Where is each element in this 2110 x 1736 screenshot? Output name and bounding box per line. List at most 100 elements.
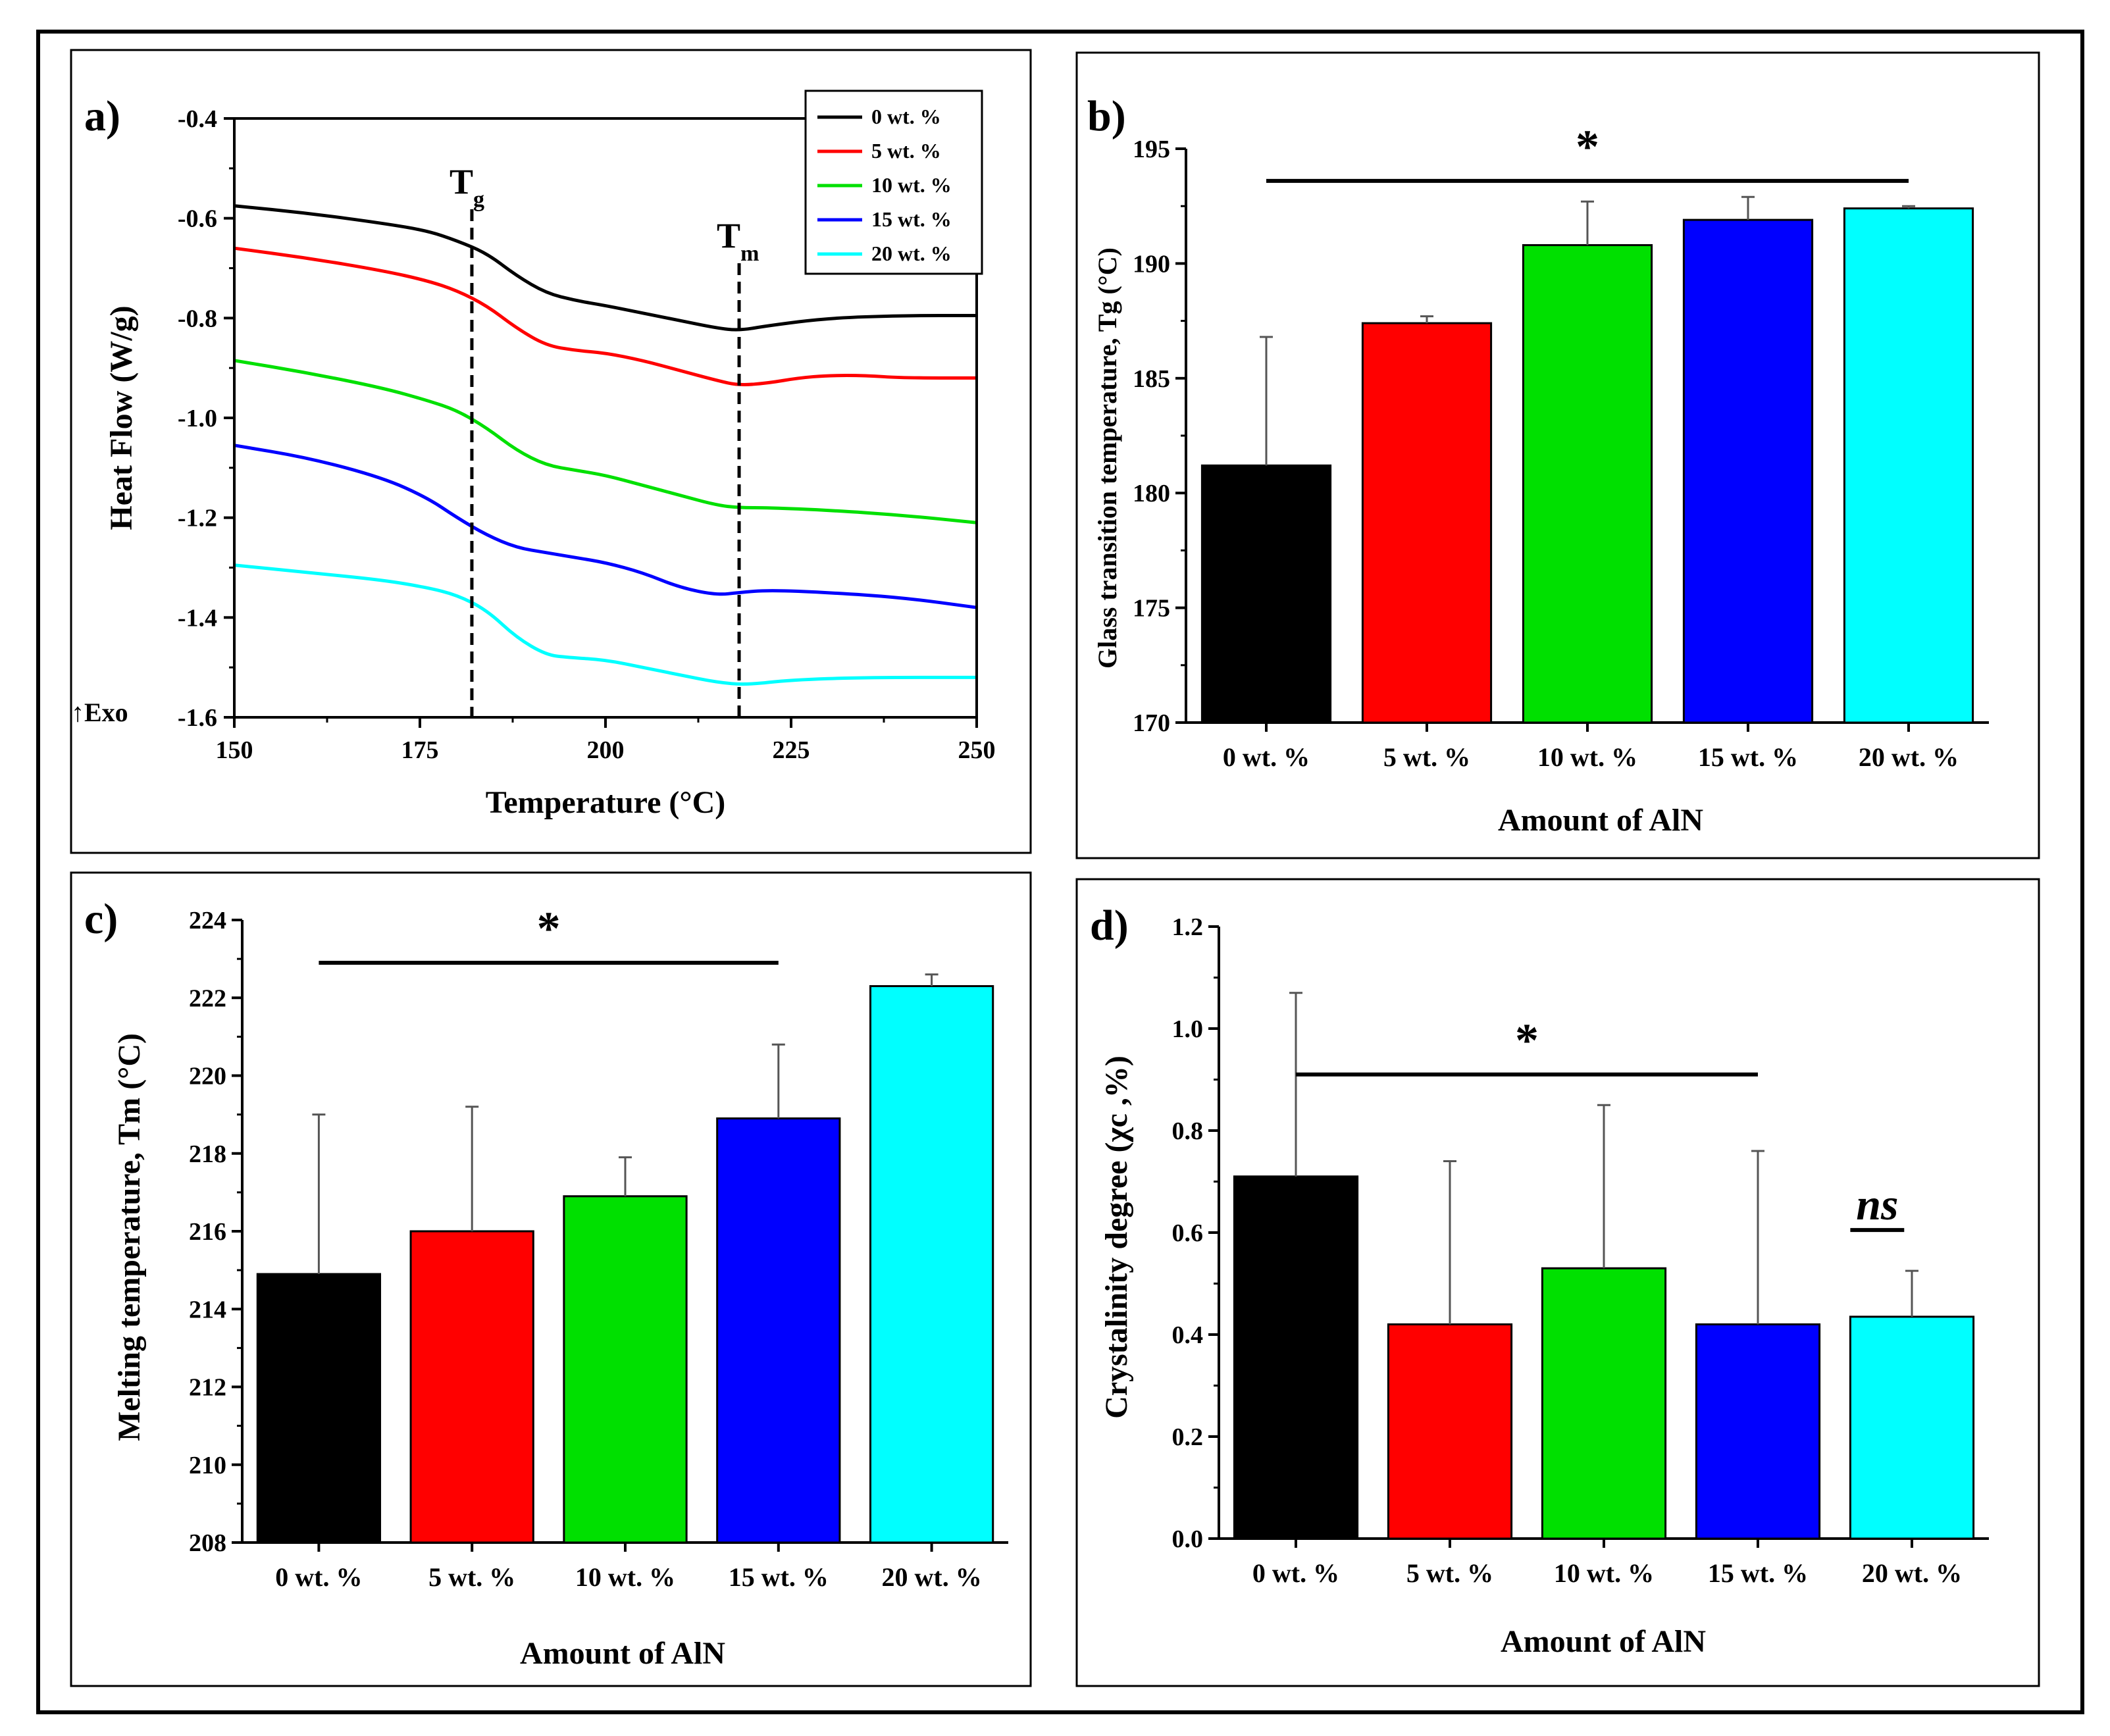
category-label: 15 wt. % xyxy=(729,1562,829,1592)
panel-b-bars xyxy=(1200,195,1974,732)
exo-indicator: ↑Exo xyxy=(71,698,128,727)
y-tick-label: 0.8 xyxy=(1172,1117,1204,1145)
panel-a-y-ticks: -1.6 -1.4 -1.2 -1.0 -0.8 -0.6 -0.4 xyxy=(178,105,234,732)
panel-c-label: c) xyxy=(84,895,118,943)
bar-2 xyxy=(1522,243,1653,724)
category-label: 20 wt. % xyxy=(881,1562,981,1592)
panel-b-frame xyxy=(1075,51,2040,859)
y-tick-label: 208 xyxy=(189,1529,226,1557)
category-label: 0 wt. % xyxy=(275,1562,362,1592)
series-line-2 xyxy=(234,359,977,524)
x-tick-label: 250 xyxy=(958,736,996,764)
y-tick-label: 212 xyxy=(189,1374,226,1402)
y-tick-label: 190 xyxy=(1133,250,1170,278)
panel-b-label: b) xyxy=(1087,92,1126,140)
bar-1 xyxy=(409,1230,534,1544)
panel-c: c) 208 210 212 214 216 218 220 222 224 0 wt. % 5 … xyxy=(84,895,1008,1671)
panel-c-category-labels: 0 wt. % 5 wt. % 10 wt. % 15 wt. % 20 wt. % xyxy=(275,1562,981,1592)
y-tick-label: 224 xyxy=(189,907,226,934)
bar-3 xyxy=(1695,1323,1821,1540)
panel-a-y-axis-label: Heat Flow (W/g) xyxy=(104,305,139,530)
panel-a-series-lines xyxy=(234,204,977,686)
panel-b-significance: * xyxy=(1266,120,1909,183)
category-label: 10 wt. % xyxy=(1554,1558,1654,1588)
y-tick-label: -1.0 xyxy=(178,405,217,432)
panel-b-x-axis-label: Amount of AlN xyxy=(1498,803,1703,838)
panel-c-significance: * xyxy=(319,902,779,965)
panel-d-bars xyxy=(1233,992,1975,1548)
y-tick-label: 170 xyxy=(1133,709,1170,737)
y-tick-label: -1.4 xyxy=(178,604,217,632)
y-tick-label: 0.2 xyxy=(1172,1423,1204,1451)
category-label: 10 wt. % xyxy=(575,1562,675,1592)
y-tick-label: 0.6 xyxy=(1172,1219,1204,1247)
panel-a-plot-frame xyxy=(233,117,978,719)
series-line-3 xyxy=(234,444,977,609)
significance-star: * xyxy=(1576,120,1599,173)
y-tick-label: 218 xyxy=(189,1140,226,1168)
panel-d-x-axis-label: Amount of AlN xyxy=(1501,1624,1706,1659)
y-tick-label: 222 xyxy=(189,984,226,1012)
y-tick-label: 175 xyxy=(1133,595,1170,623)
bar-3 xyxy=(1682,218,1814,724)
legend-label: 10 wt. % xyxy=(871,173,952,197)
panel-b-category-labels: 0 wt. % 5 wt. % 10 wt. % 15 wt. % 20 wt. % xyxy=(1223,742,1959,772)
panel-d-category-labels: 0 wt. % 5 wt. % 10 wt. % 15 wt. % 20 wt. % xyxy=(1252,1558,1962,1588)
panel-a-x-axis-label: Temperature (°C) xyxy=(486,785,725,820)
y-tick-label: -0.4 xyxy=(178,105,217,133)
y-tick-label: -1.6 xyxy=(178,704,217,732)
y-tick-label: 195 xyxy=(1133,136,1170,163)
panel-b-y-axis-label: Glass transition temperature, Tg (°C) xyxy=(1093,247,1122,669)
y-tick-label: -0.6 xyxy=(178,205,217,233)
significance-star: * xyxy=(537,902,561,955)
marker-label-subscript: g xyxy=(473,188,484,212)
y-tick-label: -1.2 xyxy=(178,505,217,532)
series-line-4 xyxy=(234,563,977,686)
bar-0 xyxy=(1200,464,1332,724)
panel-d-significance: * ns xyxy=(1296,1014,1905,1233)
y-tick-label: 210 xyxy=(189,1452,226,1479)
panel-a: a) -1.6 -1.4 -1.2 -1.0 -0.8 -0.6 -0.4 150 175 20… xyxy=(71,89,996,820)
panel-c-y-axis-label: Melting temperature, Tm (°C) xyxy=(112,1033,147,1441)
panel-d-y-axis-label: Crystalinity degree (χc ,%) xyxy=(1099,1056,1134,1419)
bar-4 xyxy=(1849,1315,1975,1540)
bar-0 xyxy=(1233,1175,1359,1540)
y-tick-label: 214 xyxy=(189,1296,226,1323)
marker-label: Tg xyxy=(450,162,484,212)
x-tick-label: 175 xyxy=(401,736,439,764)
figure-outer-frame xyxy=(36,30,2084,1714)
panel-c-bars xyxy=(256,973,994,1552)
series-line-0 xyxy=(234,204,977,332)
legend-label: 0 wt. % xyxy=(871,105,941,128)
y-tick-label: 180 xyxy=(1133,480,1170,507)
marker-label-subscript: m xyxy=(740,242,759,266)
significance-star: * xyxy=(1515,1014,1539,1067)
panel-a-x-ticks: 150 175 200 225 250 xyxy=(216,717,996,764)
marker-label: Tm xyxy=(717,216,759,266)
y-tick-label: 1.2 xyxy=(1172,913,1204,941)
legend-label: 15 wt. % xyxy=(871,207,952,231)
bar-4 xyxy=(1843,207,1974,724)
y-tick-label: 216 xyxy=(189,1218,226,1246)
category-label: 5 wt. % xyxy=(1406,1558,1493,1588)
panel-a-legend: 0 wt. % 5 wt. % 10 wt. % 15 wt. % 20 wt. % xyxy=(804,89,983,275)
bar-1 xyxy=(1361,322,1493,724)
y-tick-label: 0.0 xyxy=(1172,1525,1204,1553)
bar-4 xyxy=(869,985,994,1544)
panel-d: d) 0.0 0.2 0.4 0.6 0.8 1.0 1.2 0 wt. % 5 wt. % 1… xyxy=(1090,902,1989,1659)
x-tick-label: 200 xyxy=(587,736,625,764)
y-tick-label: 1.0 xyxy=(1172,1015,1204,1043)
bar-2 xyxy=(563,1195,688,1544)
panel-c-x-axis-label: Amount of AlN xyxy=(520,1636,725,1671)
legend-box xyxy=(804,89,983,275)
category-label: 0 wt. % xyxy=(1223,742,1310,772)
bar-1 xyxy=(1387,1323,1513,1540)
x-tick-label: 150 xyxy=(216,736,253,764)
category-label: 0 wt. % xyxy=(1252,1558,1339,1588)
bar-2 xyxy=(1541,1267,1667,1540)
series-line-1 xyxy=(234,246,977,386)
category-label: 5 wt. % xyxy=(428,1562,515,1592)
panel-a-transition-markers: Tg Tm xyxy=(450,162,759,717)
panel-a-label: a) xyxy=(84,92,120,140)
